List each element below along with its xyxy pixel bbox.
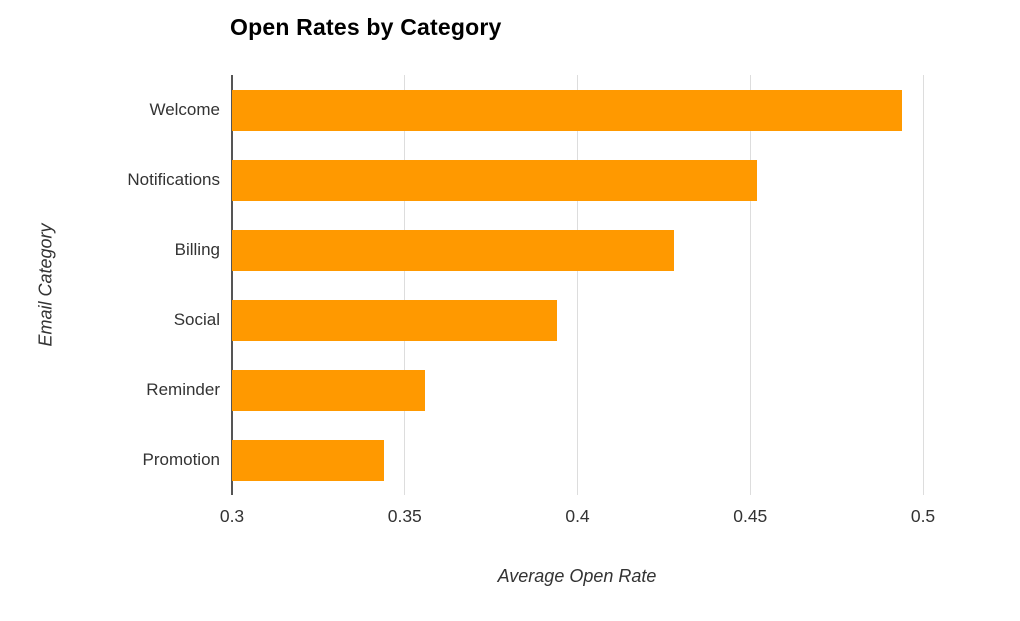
x-tick-label: 0.3 <box>219 506 245 526</box>
gridline <box>404 75 406 495</box>
category-label: Welcome <box>149 100 220 119</box>
bars-container <box>232 75 932 495</box>
bar-row <box>232 145 932 215</box>
bar-notifications <box>232 159 758 201</box>
bar-social <box>232 299 557 341</box>
x-tick-label: 0.4 <box>565 506 590 526</box>
bar-welcome <box>232 89 903 131</box>
bar-row <box>232 425 932 495</box>
category-label: Billing <box>174 240 220 259</box>
x-tick-label: 0.5 <box>910 506 936 526</box>
gridline <box>749 75 751 495</box>
bar-row <box>232 285 932 355</box>
category-axis-labels: Welcome Notifications Billing Social Reminde… <box>0 75 220 495</box>
y-axis-line <box>231 75 233 495</box>
chart-title: Open Rates by Category <box>230 14 502 40</box>
x-tick-label: 0.35 <box>387 506 422 526</box>
category-label: Promotion <box>142 450 220 469</box>
gridline <box>577 75 578 495</box>
bar-row <box>232 355 932 425</box>
bar-billing <box>232 229 675 271</box>
category-label: Reminder <box>146 380 220 399</box>
category-label: Notifications <box>127 170 220 189</box>
x-axis-title: Average Open Rate <box>497 566 657 586</box>
plot-area <box>231 75 932 495</box>
x-axis-tick-labels: 0.3 0.35 0.4 0.45 0.5 <box>220 506 936 530</box>
x-tick-label: 0.45 <box>733 506 768 526</box>
bar-row <box>232 75 932 145</box>
gridline <box>922 75 924 495</box>
bar-row <box>232 215 932 285</box>
bar-promotion <box>232 439 385 481</box>
category-label: Social <box>173 310 220 329</box>
bar-reminder <box>232 369 426 411</box>
